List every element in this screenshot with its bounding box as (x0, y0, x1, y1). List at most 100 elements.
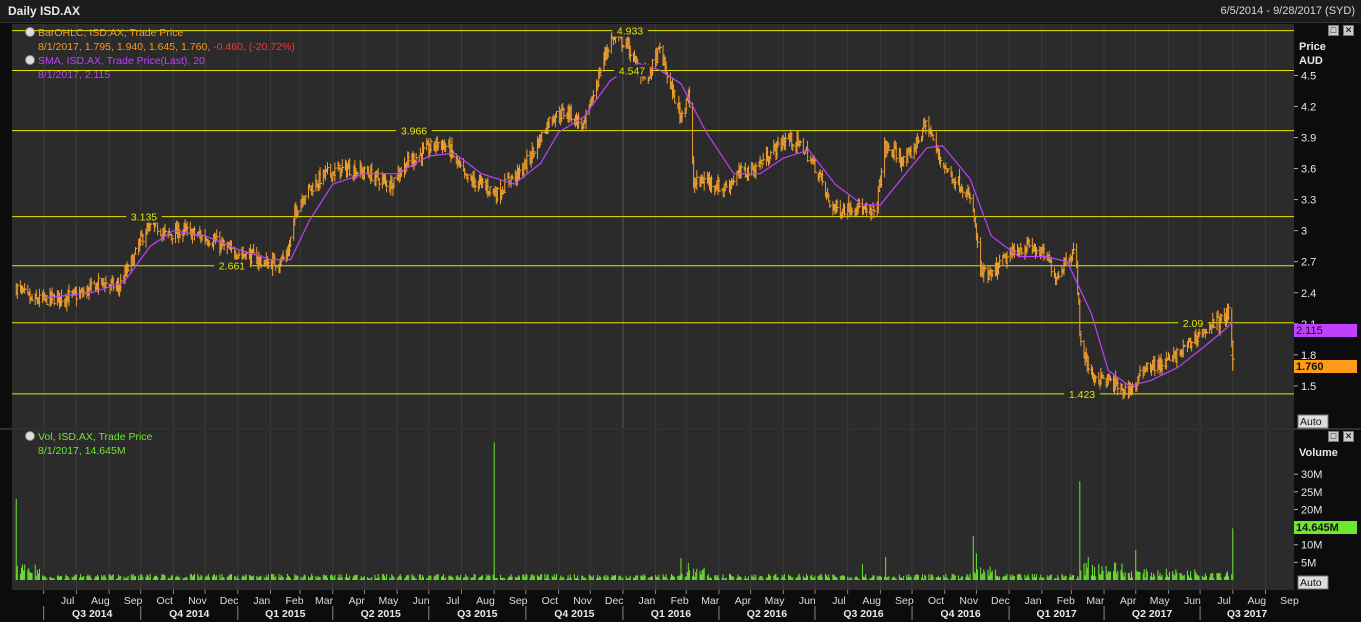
month-tick-label: Jul (832, 595, 845, 607)
volume-badge-value: 14.645M (1296, 522, 1339, 534)
time-axis: Jul Aug Sep Oct Nov Dec Jan Feb Mar Apr May Jun Jul A… (0, 590, 1361, 622)
month-tick-label: Dec (991, 595, 1010, 607)
volume-legend-label: Vol, ISD.AX, Trade Price (38, 431, 153, 443)
month-tick-label: Jul (446, 595, 459, 607)
month-tick-label: Oct (542, 595, 558, 607)
sma-badge-value: 2.115 (1296, 325, 1323, 337)
month-tick-label: Feb (1057, 595, 1075, 607)
quarter-tick-label: Q1 2016 (651, 608, 691, 620)
month-tick-label: Feb (285, 595, 303, 607)
volume-tick-label: 20M (1301, 504, 1322, 516)
month-tick-label: Nov (959, 595, 978, 607)
level-label-bg (614, 64, 650, 77)
price-tick-label: 3 (1301, 226, 1307, 238)
price-panel-maximize-icon[interactable]: □ (1328, 25, 1339, 36)
month-tick-label: Jul (61, 595, 74, 607)
volume-legend: Vol, ISD.AX, Trade Price 8/1/2017, 14.64… (25, 431, 153, 457)
ohlc-legend-label: BarOHLC, ISD.AX, Trade Price (38, 27, 183, 39)
sma-legend-values: 8/1/2017, 2.115 (38, 69, 110, 81)
quarter-tick-label: Q4 2014 (169, 608, 209, 620)
volume-tick-label: 10M (1301, 540, 1322, 552)
price-badge (1294, 360, 1357, 373)
ohlc-change: -0.460, (-20.72%) (213, 41, 295, 53)
quarter-tick-label: Q4 2016 (940, 608, 980, 620)
level-label-bg (214, 259, 250, 272)
level-label: 2.661 (219, 261, 245, 273)
date-range: 6/5/2014 - 9/28/2017 (SYD) (1220, 5, 1355, 17)
time-axis-background (0, 590, 1361, 622)
level-label: 4.933 (617, 26, 643, 38)
chart-canvas[interactable]: 4.933 4.547 3.966 3.135 2.661 2.09 1.423 BarOH… (0, 22, 1361, 622)
volume-panel-maximize-icon[interactable]: □ (1328, 431, 1339, 442)
sma-legend-label: SMA, ISD.AX, Trade Price(Last), 20 (38, 55, 205, 67)
price-auto-button[interactable] (1297, 414, 1329, 429)
month-tick-label: Aug (91, 595, 110, 607)
ohlc-legend-values: 8/1/2017, 1.795, 1.940, 1.645, 1.760, -0… (38, 41, 295, 53)
quarter-tick-label: Q1 2017 (1036, 608, 1076, 620)
month-tick-label: Jan (1025, 595, 1042, 607)
quarter-tick-label: Q2 2016 (747, 608, 787, 620)
month-tick-label: Sep (509, 595, 528, 607)
sma-line (43, 62, 1234, 387)
quarter-tick-label: Q3 2017 (1227, 608, 1267, 620)
level-label-bg (1064, 387, 1100, 400)
legend-toggle-icon[interactable] (25, 431, 35, 441)
level-label-bg (396, 124, 432, 137)
price-tick-label: 3.9 (1301, 133, 1316, 145)
month-tick-label: Aug (862, 595, 881, 607)
volume-bars (15, 442, 1234, 580)
volume-panel-close-icon[interactable]: ✕ (1343, 431, 1354, 442)
month-tick-label: Dec (605, 595, 624, 607)
sma-badge (1294, 324, 1357, 337)
price-tick-label: 2.7 (1301, 257, 1316, 269)
price-tick-label: 1.5 (1301, 381, 1316, 393)
volume-auto-button[interactable] (1297, 575, 1329, 590)
volume-auto-label: Auto (1300, 577, 1322, 589)
quarter-tick-label: Q1 2015 (265, 608, 305, 620)
quarter-tick-label: Q2 2015 (361, 608, 401, 620)
level-label-bg (612, 24, 648, 37)
level-label: 1.423 (1069, 389, 1095, 401)
price-tick-label: 4.5 (1301, 70, 1316, 82)
price-axis: Price AUD 1.51.82.12.42.733.33.63.94.24.… (1294, 41, 1357, 429)
price-panel-close-icon[interactable]: ✕ (1343, 25, 1354, 36)
month-tick-label: Nov (188, 595, 207, 607)
volume-tick-label: 25M (1301, 487, 1322, 499)
price-tick-label: 1.8 (1301, 350, 1316, 362)
grid (43, 24, 1267, 590)
price-auto-label: Auto (1300, 416, 1322, 428)
month-tick-label: Mar (1086, 595, 1105, 607)
price-tick-label: 2.4 (1301, 288, 1316, 300)
volume-plot-area[interactable] (12, 430, 1294, 590)
volume-tick-labels: 5M10M15M20M25M30M (1294, 469, 1322, 569)
level-label: 3.966 (401, 126, 427, 138)
volume-badge (1294, 521, 1357, 534)
price-tick-labels: 1.51.82.12.42.733.33.63.94.24.5 (1294, 70, 1316, 393)
month-tick-label: Jun (1184, 595, 1201, 607)
title-bar: Daily ISD.AX 6/5/2014 - 9/28/2017 (SYD) (0, 0, 1361, 23)
price-badge-value: 1.760 (1296, 361, 1324, 373)
price-plot-area[interactable] (12, 24, 1294, 428)
legend-toggle-icon[interactable] (25, 27, 35, 37)
price-axis-unit: AUD (1299, 55, 1323, 67)
price-tick-label: 4.2 (1301, 101, 1316, 113)
month-tick-label: Apr (735, 595, 752, 607)
volume-tick-label: 30M (1301, 469, 1322, 481)
level-label-bg (1178, 316, 1208, 329)
month-tick-label: Aug (1247, 595, 1266, 607)
quarter-tick-label: Q3 2015 (457, 608, 497, 620)
month-tick-label: Apr (349, 595, 366, 607)
month-tick-label: Jun (413, 595, 430, 607)
level-labels: 4.933 4.547 3.966 3.135 2.661 2.09 1.423 (126, 24, 1208, 401)
month-tick-label: Dec (220, 595, 239, 607)
month-tick-label: May (765, 595, 786, 607)
month-tick-label: Oct (157, 595, 173, 607)
level-label: 4.547 (619, 66, 645, 78)
level-label: 3.135 (131, 212, 157, 224)
month-tick-label: Mar (315, 595, 334, 607)
volume-tick-label: 5M (1301, 557, 1316, 569)
level-label: 2.09 (1183, 318, 1204, 330)
legend-toggle-icon[interactable] (25, 55, 35, 65)
price-axis-title: Price (1299, 41, 1326, 53)
month-tick-label: Sep (1280, 595, 1299, 607)
